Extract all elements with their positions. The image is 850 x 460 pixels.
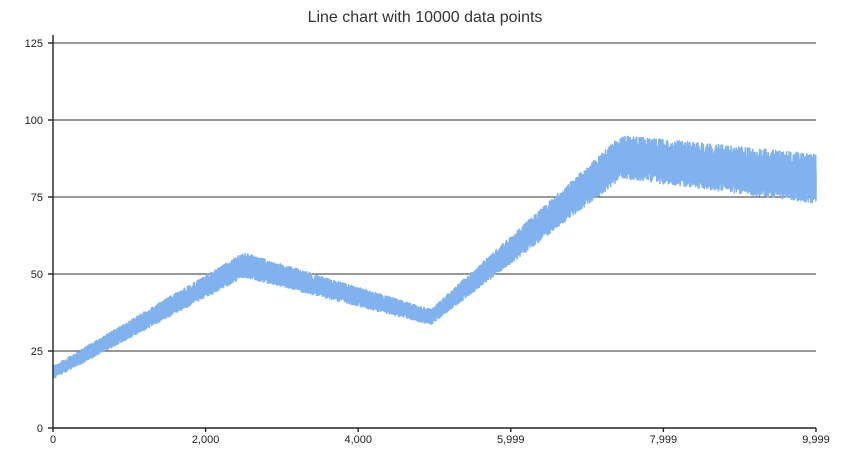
x-tick-label: 7,999 [650, 434, 678, 446]
y-tick-label: 50 [31, 269, 43, 281]
x-tick-label: 2,000 [192, 434, 220, 446]
y-tick-label: 25 [31, 346, 43, 358]
y-tick-label: 0 [37, 423, 43, 435]
series-layer [52, 135, 817, 380]
x-tick-label: 5,999 [497, 434, 525, 446]
chart-title: Line chart with 10000 data points [307, 9, 543, 26]
series-line [52, 135, 817, 380]
y-tick-label: 100 [25, 115, 43, 127]
x-tick-label: 9,999 [802, 434, 830, 446]
x-tick-label: 4,000 [344, 434, 372, 446]
tick-labels: 0 25 50 75 100 125 0 2,000 4,000 5,999 7,999 9,999 [25, 38, 830, 446]
grid-lines [53, 42, 816, 352]
y-tick-label: 75 [31, 192, 43, 204]
x-tick-label: 0 [50, 434, 56, 446]
y-tick-label: 125 [25, 38, 43, 50]
axes [48, 35, 817, 432]
